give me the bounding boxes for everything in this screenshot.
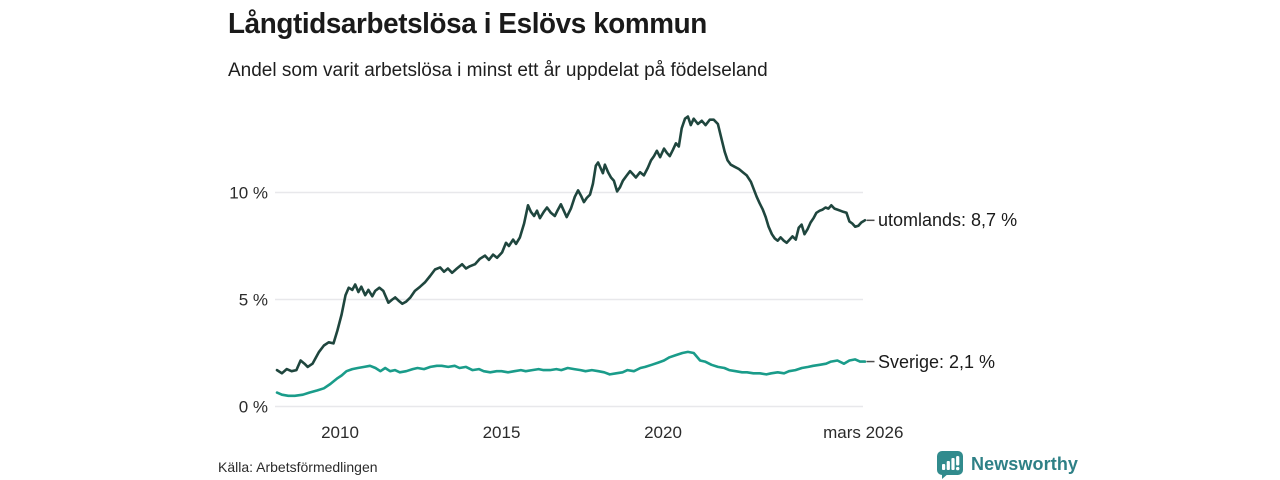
svg-text:2020: 2020	[644, 423, 682, 442]
series-end-label-utomlands: utomlands: 8,7 %	[878, 210, 1018, 231]
source-note: Källa: Arbetsförmedlingen	[218, 459, 378, 475]
svg-text:2010: 2010	[321, 423, 359, 442]
svg-text:10 %: 10 %	[229, 184, 268, 203]
svg-text:5 %: 5 %	[239, 291, 268, 310]
chart-subtitle: Andel som varit arbetslösa i minst ett å…	[228, 60, 768, 81]
svg-text:0 %: 0 %	[239, 398, 268, 417]
newsworthy-logo: Newsworthy	[936, 450, 1078, 479]
page-title: Långtidsarbetslösa i Eslövs kommun	[228, 8, 707, 40]
svg-text:mars 2026: mars 2026	[823, 423, 903, 442]
svg-text:2015: 2015	[483, 423, 521, 442]
series-end-label-sverige: Sverige: 2,1 %	[878, 351, 996, 372]
newsworthy-wordmark: Newsworthy	[971, 454, 1079, 474]
newsworthy-bar-chart-icon	[937, 451, 963, 479]
